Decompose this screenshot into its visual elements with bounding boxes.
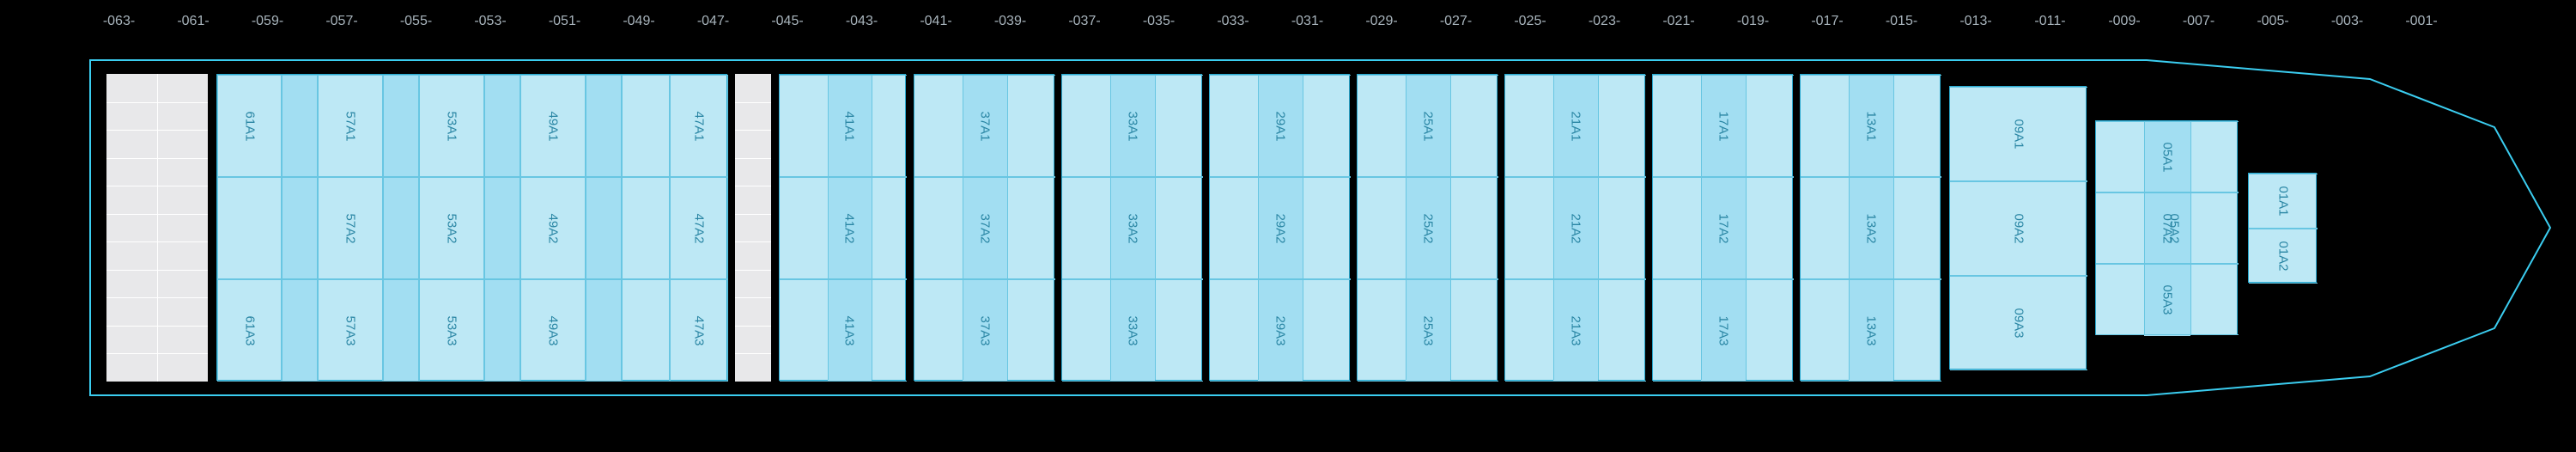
cell-label: 13A3 [1864,315,1879,345]
cell-label: 17A1 [1716,111,1731,141]
cell-label: 57A3 [343,315,358,345]
cell-label: 25A2 [1421,213,1436,243]
bay-21[interactable]: 21A1 21A2 21A3 [1504,74,1645,381]
bay-37[interactable]: 37A1 37A2 37A3 [914,74,1054,381]
cell-label: 05A1 [2160,142,2175,172]
bay-cell [586,279,622,382]
cell-label: 61A3 [242,315,257,345]
cell-label: 47A1 [692,111,707,141]
cell-label: 09A3 [2012,308,2026,338]
bay-17[interactable]: 17A1 17A2 17A3 [1652,74,1793,381]
cell-label: 21A1 [1569,111,1583,141]
bay-cell [383,279,419,382]
cell-label: 33A3 [1126,315,1140,345]
bay-wide[interactable]: 61A1 61A3 57A1 57A2 57A3 53A1 53A2 53A3 49A1 49A2… [216,74,727,381]
cell-label: 09A1 [2012,119,2026,149]
cell-label: 05A3 [2160,284,2175,315]
cell-label: 13A2 [1864,213,1879,243]
bay-cell [586,177,622,279]
ship-bay-plan: -001--003--005--007--009--011--013--015-… [0,0,2576,452]
cell-label: 53A1 [445,111,459,141]
superstructure-block [735,74,771,382]
cell-label: 09A2 [2012,213,2026,243]
cell-label: 49A3 [546,315,561,345]
cell-label: 17A2 [1716,213,1731,243]
cell-label: 37A1 [978,111,993,141]
cell-label: 41A2 [842,213,857,243]
cell-label: 29A3 [1273,315,1288,345]
cell-label: 53A2 [445,213,459,243]
superstructure-block [106,74,208,382]
bay-01[interactable]: 01A1 01A2 [2248,173,2317,283]
bay-cell [622,177,670,279]
cell-label: 41A1 [842,111,857,141]
bay-cell [282,75,318,177]
cell-label: 61A1 [242,111,257,141]
bay-cell [484,75,520,177]
cell-label: 33A1 [1126,111,1140,141]
cell-label: 53A3 [445,315,459,345]
cell-label: 25A3 [1421,315,1436,345]
bay-cell [484,279,520,382]
cell-label: 01A2 [2276,241,2291,271]
cell-label: 57A1 [343,111,358,141]
cell-label: 33A2 [1126,213,1140,243]
cell-label: 37A3 [978,315,993,345]
cell-label: 25A1 [1421,111,1436,141]
cell-label: 57A2 [343,213,358,243]
cell-label: 21A3 [1569,315,1583,345]
cell-label: 47A3 [692,315,707,345]
cell-label: 49A2 [546,213,561,243]
cell-label: 21A2 [1569,213,1583,243]
bay-cell [586,75,622,177]
bay-25[interactable]: 25A1 25A2 25A3 [1357,74,1498,381]
bay-cell [217,177,282,279]
bay-cell [622,75,670,177]
bay-cell [484,177,520,279]
bay-cell [383,75,419,177]
bay-09[interactable]: 09A1 09A2 09A3 [1949,86,2087,370]
cell-label: 01A1 [2276,186,2291,216]
bay-cell [282,279,318,382]
cell-label: 17A3 [1716,315,1731,345]
bay-29[interactable]: 29A1 29A2 29A3 [1209,74,1350,381]
cell-label: 47A2 [692,213,707,243]
bay-13[interactable]: 13A1 13A2 13A3 [1800,74,1941,381]
cell-label: 13A1 [1864,111,1879,141]
cell-label: 29A1 [1273,111,1288,141]
cell-label: 05A2 [2167,213,2182,243]
cell-label: 37A2 [978,213,993,243]
bay-33[interactable]: 33A1 33A2 33A3 [1061,74,1202,381]
bay-41[interactable]: 41A1 41A2 41A3 [779,74,906,381]
cell-label: 29A2 [1273,213,1288,243]
bay-cell [622,279,670,382]
bay-05[interactable]: 05A107A205A305A2 [2095,120,2238,335]
bay-cell [383,177,419,279]
bay-cell [282,177,318,279]
cell-label: 49A1 [546,111,561,141]
cell-label: 41A3 [842,315,857,345]
